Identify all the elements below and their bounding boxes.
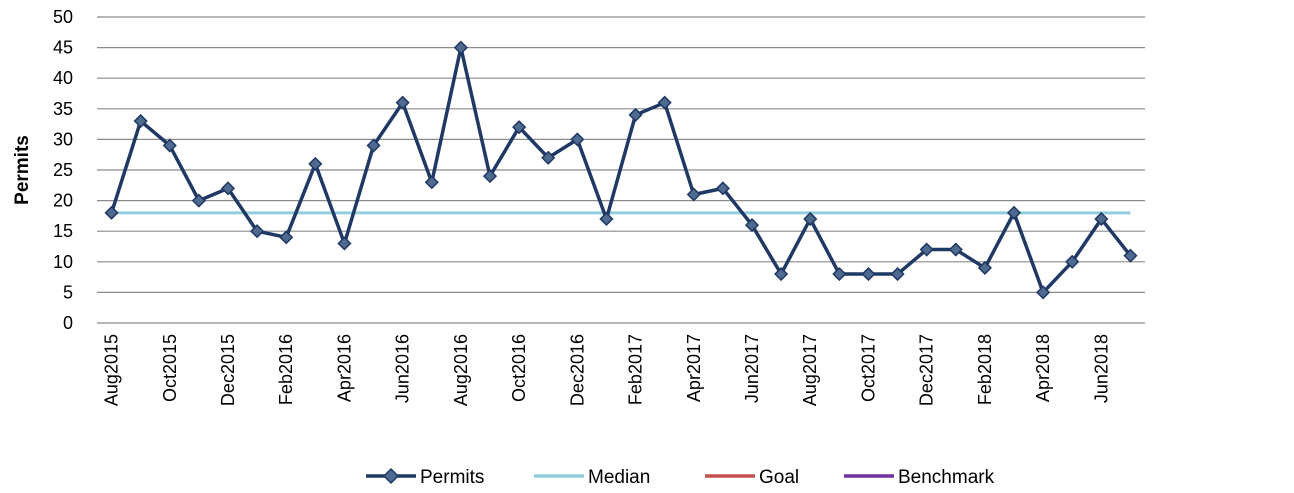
permits-point bbox=[686, 187, 701, 202]
y-tick-label: 40 bbox=[53, 68, 73, 88]
permits-point bbox=[919, 242, 934, 257]
permits-point bbox=[715, 181, 730, 196]
x-tick-label: Oct2016 bbox=[509, 334, 529, 402]
legend-label: Goal bbox=[759, 467, 799, 488]
permits-point bbox=[104, 205, 119, 220]
legend-item-median: Median bbox=[534, 467, 650, 488]
y-tick-label: 0 bbox=[63, 313, 73, 333]
permits-point bbox=[570, 132, 585, 147]
x-tick-label: Aug2016 bbox=[451, 334, 471, 406]
legend-item-benchmark: Benchmark bbox=[844, 467, 995, 488]
permits-point bbox=[628, 107, 643, 122]
legend-item-permits: Permits bbox=[366, 467, 484, 488]
permits-point bbox=[948, 242, 963, 257]
x-tick-label: Oct2015 bbox=[160, 334, 180, 402]
y-tick-label: 5 bbox=[63, 282, 73, 302]
y-axis: 0 5 10 15 20 25 30 35 40 45 50 bbox=[53, 7, 73, 333]
permits-point bbox=[162, 138, 177, 153]
permits-point bbox=[512, 120, 527, 135]
permits-point bbox=[1123, 248, 1138, 263]
x-tick-label: Apr2018 bbox=[1033, 334, 1053, 402]
permits-point bbox=[1065, 254, 1080, 269]
permits-point bbox=[977, 260, 992, 275]
y-tick-label: 30 bbox=[53, 129, 73, 149]
permits-point bbox=[803, 211, 818, 227]
y-tick-label: 10 bbox=[53, 252, 73, 272]
permits-point bbox=[599, 211, 614, 227]
x-tick-label: Dec2015 bbox=[218, 334, 238, 406]
x-tick-label: Jun2016 bbox=[393, 334, 413, 403]
legend-label: Benchmark bbox=[898, 467, 995, 488]
x-tick-label: Dec2017 bbox=[917, 334, 937, 406]
y-tick-label: 35 bbox=[53, 99, 73, 119]
x-tick-label: Feb2017 bbox=[626, 334, 646, 405]
legend-item-goal: Goal bbox=[705, 467, 799, 488]
x-tick-label: Oct2017 bbox=[858, 334, 878, 402]
permits-point bbox=[453, 40, 468, 55]
plot-area bbox=[104, 40, 1138, 300]
x-tick-label: Dec2016 bbox=[567, 334, 587, 406]
permits-point bbox=[191, 193, 206, 208]
x-tick-label: Aug2017 bbox=[800, 334, 820, 406]
x-tick-label: Feb2016 bbox=[276, 334, 296, 405]
legend-label: Permits bbox=[420, 467, 484, 488]
permits-point bbox=[424, 175, 439, 190]
permits-point bbox=[890, 266, 905, 282]
y-tick-label: 25 bbox=[53, 160, 73, 180]
permits-point bbox=[541, 150, 556, 165]
x-tick-label: Aug2015 bbox=[102, 334, 122, 406]
permits-point bbox=[861, 266, 876, 282]
permits-point bbox=[337, 236, 352, 251]
x-tick-label: Apr2016 bbox=[334, 334, 354, 402]
permits-point bbox=[832, 266, 847, 282]
permits-point bbox=[657, 95, 672, 110]
permits-point bbox=[774, 266, 789, 282]
permits-point bbox=[133, 113, 148, 129]
legend: Permits Median Goal Benchmark bbox=[366, 467, 995, 488]
y-tick-label: 20 bbox=[53, 191, 73, 211]
permits-point bbox=[482, 169, 498, 184]
y-tick-label: 15 bbox=[53, 221, 73, 241]
x-axis: Aug2015 Oct2015 Dec2015 Feb2016 Apr2016 Jun20… bbox=[102, 334, 1112, 406]
permits-point bbox=[395, 95, 410, 110]
legend-label: Median bbox=[588, 467, 650, 488]
permits-point bbox=[308, 156, 323, 171]
permits-point bbox=[744, 218, 760, 233]
x-tick-label: Apr2017 bbox=[684, 334, 704, 402]
y-tick-label: 45 bbox=[53, 38, 73, 58]
y-axis-title: Permits bbox=[12, 135, 33, 205]
permits-point bbox=[220, 181, 236, 196]
permits-point bbox=[250, 224, 265, 239]
permits-point bbox=[1006, 205, 1022, 220]
legend-marker bbox=[382, 467, 400, 485]
x-tick-label: Feb2018 bbox=[975, 334, 995, 405]
x-tick-label: Jun2017 bbox=[742, 334, 762, 403]
permits-point bbox=[279, 230, 294, 245]
permits-point bbox=[366, 138, 381, 153]
x-tick-label: Jun2018 bbox=[1091, 334, 1111, 403]
permits-point bbox=[1036, 285, 1051, 300]
y-tick-label: 50 bbox=[53, 7, 73, 27]
permits-point bbox=[1094, 211, 1109, 227]
